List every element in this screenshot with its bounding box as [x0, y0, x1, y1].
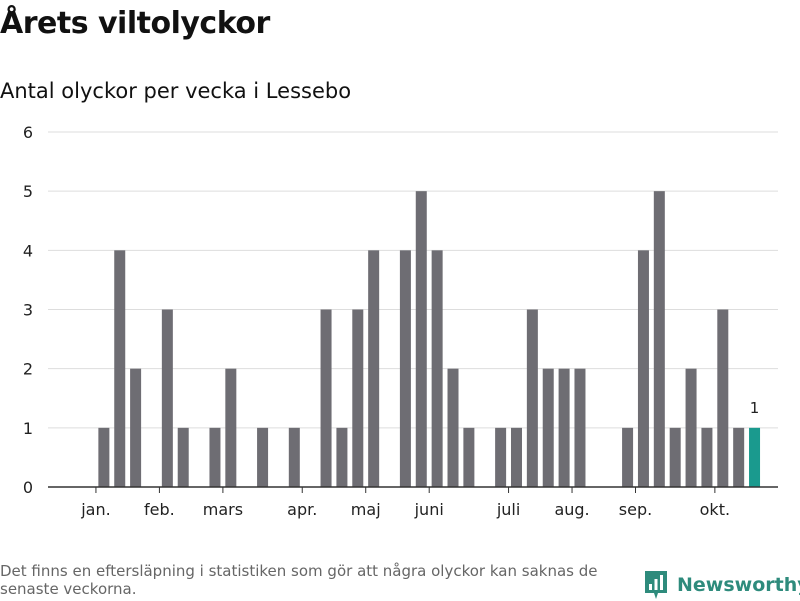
- y-tick-label: 5: [23, 182, 33, 201]
- bar: [447, 368, 459, 487]
- bar: [463, 427, 475, 487]
- bar-highlight: [749, 427, 761, 487]
- y-tick-label: 2: [23, 360, 33, 379]
- x-tick-label: feb.: [144, 500, 175, 519]
- bar: [574, 368, 586, 487]
- bar: [336, 427, 348, 487]
- newsworthy-wordmark: Newsworthy: [677, 574, 800, 596]
- newsworthy-icon: [645, 571, 667, 599]
- y-tick-label: 0: [23, 478, 33, 497]
- chart-subtitle: Antal olyckor per vecka i Lessebo: [0, 79, 352, 103]
- x-tick-label: juni: [414, 500, 444, 519]
- bar: [669, 427, 681, 487]
- bar: [733, 427, 745, 487]
- bar: [352, 309, 364, 487]
- bar: [431, 250, 443, 487]
- bar: [399, 250, 411, 487]
- bar-chart: 0 1 2 3 4 5 6 1 jan. feb. mars apr. maj juni juli aug. s…: [23, 123, 778, 519]
- y-tick-label: 1: [23, 419, 33, 438]
- bar: [320, 309, 332, 487]
- y-tick-label: 3: [23, 301, 33, 320]
- newsworthy-logo: Newsworthy: [643, 569, 800, 601]
- x-tick-label: okt.: [700, 500, 730, 519]
- bar: [622, 427, 634, 487]
- bar: [130, 368, 142, 487]
- bar: [288, 427, 300, 487]
- bar: [558, 368, 570, 487]
- bar: [368, 250, 380, 487]
- x-tick-label: sep.: [619, 500, 652, 519]
- x-tick-label: mars: [203, 500, 243, 519]
- x-tick-label: juli: [496, 500, 520, 519]
- bar: [415, 191, 427, 487]
- footnote: Det finns en eftersläpning i statistiken…: [0, 562, 598, 598]
- bar: [225, 368, 237, 487]
- x-tick-label: maj: [351, 500, 381, 519]
- y-tick-label: 4: [23, 241, 33, 260]
- y-tick-label: 6: [23, 123, 33, 142]
- bar: [701, 427, 713, 487]
- bar: [637, 250, 649, 487]
- bar: [510, 427, 522, 487]
- bar: [526, 309, 538, 487]
- bar: [257, 427, 269, 487]
- bar: [98, 427, 110, 487]
- bar: [114, 250, 126, 487]
- bar: [209, 427, 221, 487]
- x-tick-label: jan.: [80, 500, 110, 519]
- bar: [177, 427, 189, 487]
- x-tick-label: aug.: [554, 500, 589, 519]
- x-tick-label: apr.: [287, 500, 317, 519]
- bar: [542, 368, 554, 487]
- bar: [653, 191, 665, 487]
- bar: [495, 427, 507, 487]
- bar: [717, 309, 729, 487]
- bar-value-label: 1: [750, 399, 760, 417]
- bar: [161, 309, 173, 487]
- chart-title: Årets viltolyckor: [0, 6, 270, 41]
- bar: [685, 368, 697, 487]
